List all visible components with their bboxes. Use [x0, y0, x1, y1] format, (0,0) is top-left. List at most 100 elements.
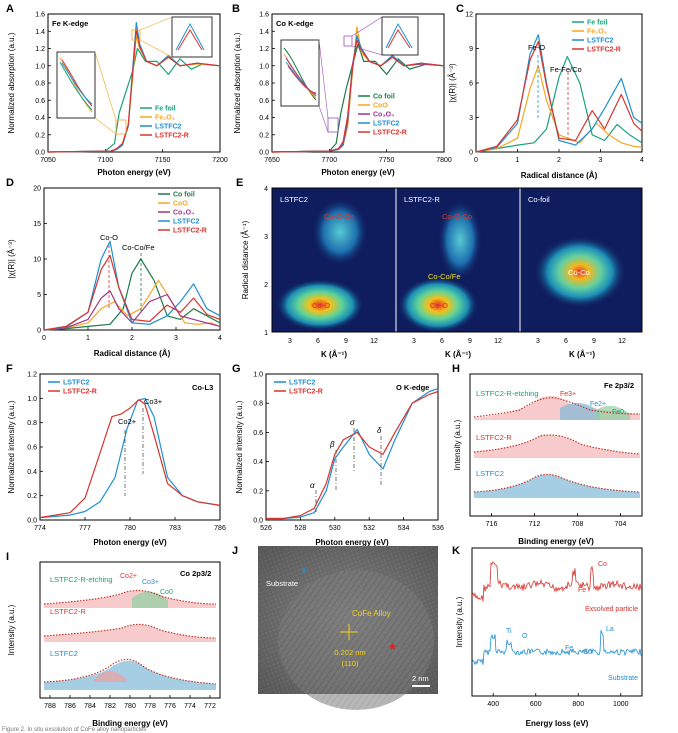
x-tick-label: 536 [432, 525, 444, 532]
series-line [43, 254, 221, 331]
panel-g-annotation-beta: β [329, 440, 335, 449]
panel-a-inset-right [171, 16, 213, 58]
wavelet-title-3: Co-foil [528, 195, 550, 204]
series-line [475, 65, 643, 153]
tem-spacing-label: 0.202 nm [334, 648, 365, 657]
x-tick-label: 716 [486, 521, 498, 528]
panel-d-letter: D [6, 177, 14, 189]
wavelet-blob [276, 279, 364, 331]
zoom-line [351, 45, 383, 56]
panel-h-trace-etching: LSTFC2-R-etching [476, 389, 539, 398]
series-line [47, 28, 221, 153]
zoom-line [318, 39, 329, 119]
x-tick-label: 712 [529, 521, 541, 528]
x-tick-label: 7750 [379, 157, 395, 164]
y-tick-label: 0.4 [253, 459, 263, 466]
y-tick-label: 0.6 [35, 98, 45, 105]
y-tick-label: 1.4 [35, 29, 45, 36]
panel-d-annotation-cocofe: Co-Co/Fe [122, 243, 155, 252]
x-tick-label: 3 [599, 157, 603, 164]
panel-b: B Co K-edge 7650 7700 7750 7800 0.0 0.2 0.4 0.6… [232, 3, 452, 177]
x-tick-label: 7150 [155, 157, 171, 164]
legend-label: Fe₂O₃ [587, 29, 607, 36]
panel-h-frame [469, 373, 643, 517]
xps-trace [473, 397, 641, 418]
y-tick-label: 0 [37, 328, 41, 335]
inset-curve [59, 61, 93, 111]
x-tick-label: 7050 [40, 157, 56, 164]
y-tick-label: 2 [264, 282, 268, 289]
xps-fit-area [44, 624, 216, 642]
x-tick-label: 7700 [322, 157, 338, 164]
panel-g-ticks: 526 528 530 532 534 536 0.0 0.2 0.4 0.6 0.8 1.0 [253, 372, 444, 533]
panel-a-legend: Fe foil Fe₂O₃ LSTFC2 LSTFC2-R [140, 106, 189, 140]
panel-f-legend: LSTFC2 LSTFC2-R [48, 380, 97, 396]
x-tick-label: 2 [557, 157, 561, 164]
y-tick-label: 0.6 [253, 430, 263, 437]
panel-f-frame [39, 373, 221, 521]
x-tick-label: 7650 [264, 157, 280, 164]
panel-k-ylabel: Intensity (a.u.) [455, 596, 464, 647]
x-tick-label: 6 [316, 338, 320, 345]
x-tick-label: 4 [640, 157, 644, 164]
y-tick-label: 0.0 [253, 518, 263, 525]
panel-i-xlabel: Binding energy (eV) [92, 719, 168, 728]
y-tick-label: 1 [264, 330, 268, 337]
panel-i-trace-lstfc2: LSTFC2 [50, 649, 78, 658]
y-tick-label: 1.2 [27, 372, 37, 379]
panel-g-title: O K-edge [396, 383, 429, 392]
panel-c-legend: Fe foil Fe₂O₃ LSTFC2 LSTFC2-R [572, 20, 621, 54]
series-line [43, 240, 221, 331]
y-tick-label: 3 [469, 115, 473, 122]
panel-f-ylabel: Normalized intensity (a.u.) [7, 400, 16, 493]
panel-d-annotation-coo: Co-O [100, 233, 118, 242]
panel-e-xlabel-3: K (Å⁻¹) [569, 350, 595, 359]
y-tick-label: 1.6 [35, 12, 45, 19]
panel-f-series [39, 397, 221, 519]
inset-curve [385, 22, 413, 49]
inset-curve [285, 57, 317, 97]
panel-h: H Fe 2p3/2 LSTFC2-R-etching LSTFC2-R LST… [452, 363, 643, 546]
y-tick-label: 0.6 [27, 445, 37, 452]
inset-curve [61, 62, 93, 105]
panel-d-series [43, 240, 221, 331]
panel-b-xlabel: Photon energy (eV) [321, 168, 395, 177]
legend-label: LSTFC2 [373, 121, 400, 128]
legend-label: LSTFC2-R [155, 133, 189, 140]
panel-h-xlabel: Binding energy (eV) [518, 537, 594, 546]
wavelet-label-coo-2: Co-O [430, 301, 448, 310]
y-tick-label: 0.0 [35, 150, 45, 157]
y-tick-label: 1.6 [259, 12, 269, 19]
panel-b-ticks: 7650 7700 7750 7800 0.0 0.2 0.4 0.6 0.8 1.0 1.2 1.4… [259, 12, 452, 165]
xps-fit-area [560, 402, 600, 420]
x-tick-label: 1000 [613, 701, 629, 708]
legend-label: LSTFC2 [173, 219, 200, 226]
panel-a-zoom-box [131, 29, 141, 41]
panel-b-zoom-box [327, 117, 339, 133]
x-tick-label: 774 [184, 703, 196, 710]
panel-h-trace-lstfc2: LSTFC2 [476, 469, 504, 478]
panel-k-frame [471, 547, 643, 697]
panel-h-ticks: 716 712 708 704 [486, 513, 626, 528]
panel-g-annotation-sigma: σ [350, 418, 356, 427]
y-tick-label: 12 [465, 12, 473, 19]
x-tick-label: 12 [618, 338, 626, 345]
panel-k-xlabel: Energy loss (eV) [526, 719, 589, 728]
y-tick-label: 1.4 [259, 29, 269, 36]
panel-e-frame [271, 187, 643, 333]
panel-i-annotation-co2: Co2+ [120, 573, 137, 580]
x-tick-label: 708 [572, 521, 584, 528]
x-tick-label: 528 [295, 525, 307, 532]
panel-k-annotation-ti: Ti [506, 628, 512, 635]
panel-g-series [266, 388, 439, 520]
panel-f-ticks: 774 777 780 783 786 0.0 0.2 0.4 0.6 0.8 1.0 1.2 [27, 372, 226, 533]
panel-h-annotation-fe2: Fe2+ [590, 401, 606, 408]
tem-alloy-label: CoFe Alloy [352, 609, 391, 618]
panel-i-trace-r: LSTFC2-R [50, 607, 86, 616]
y-tick-label: 1.0 [27, 396, 37, 403]
panel-d: D 0 1 2 3 4 0 5 10 15 20 Co-O Co-Co/Fe Co foil CoO… [6, 177, 222, 358]
legend-label: CoO [373, 103, 388, 110]
panel-i-annotation-co3: Co3+ [142, 579, 159, 586]
